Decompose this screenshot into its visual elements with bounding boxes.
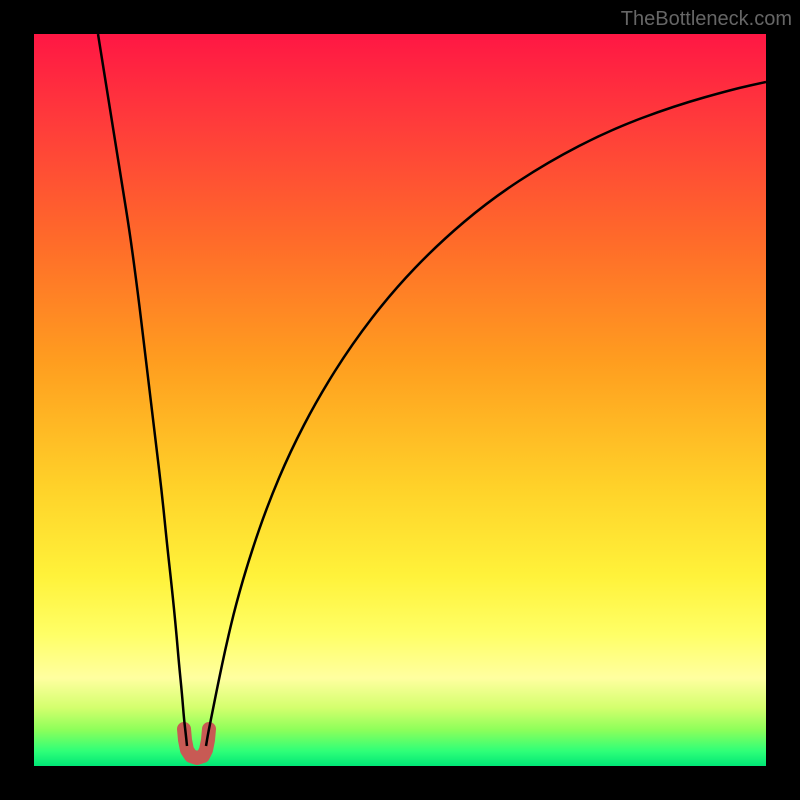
- curve-left-branch: [98, 34, 187, 746]
- chart-frame: TheBottleneck.com: [0, 0, 800, 800]
- curve-right-branch: [206, 82, 766, 746]
- border-bottom: [0, 766, 800, 800]
- border-right: [766, 0, 800, 800]
- border-left: [0, 0, 34, 800]
- plot-area: [34, 34, 766, 766]
- watermark-text: TheBottleneck.com: [621, 8, 792, 31]
